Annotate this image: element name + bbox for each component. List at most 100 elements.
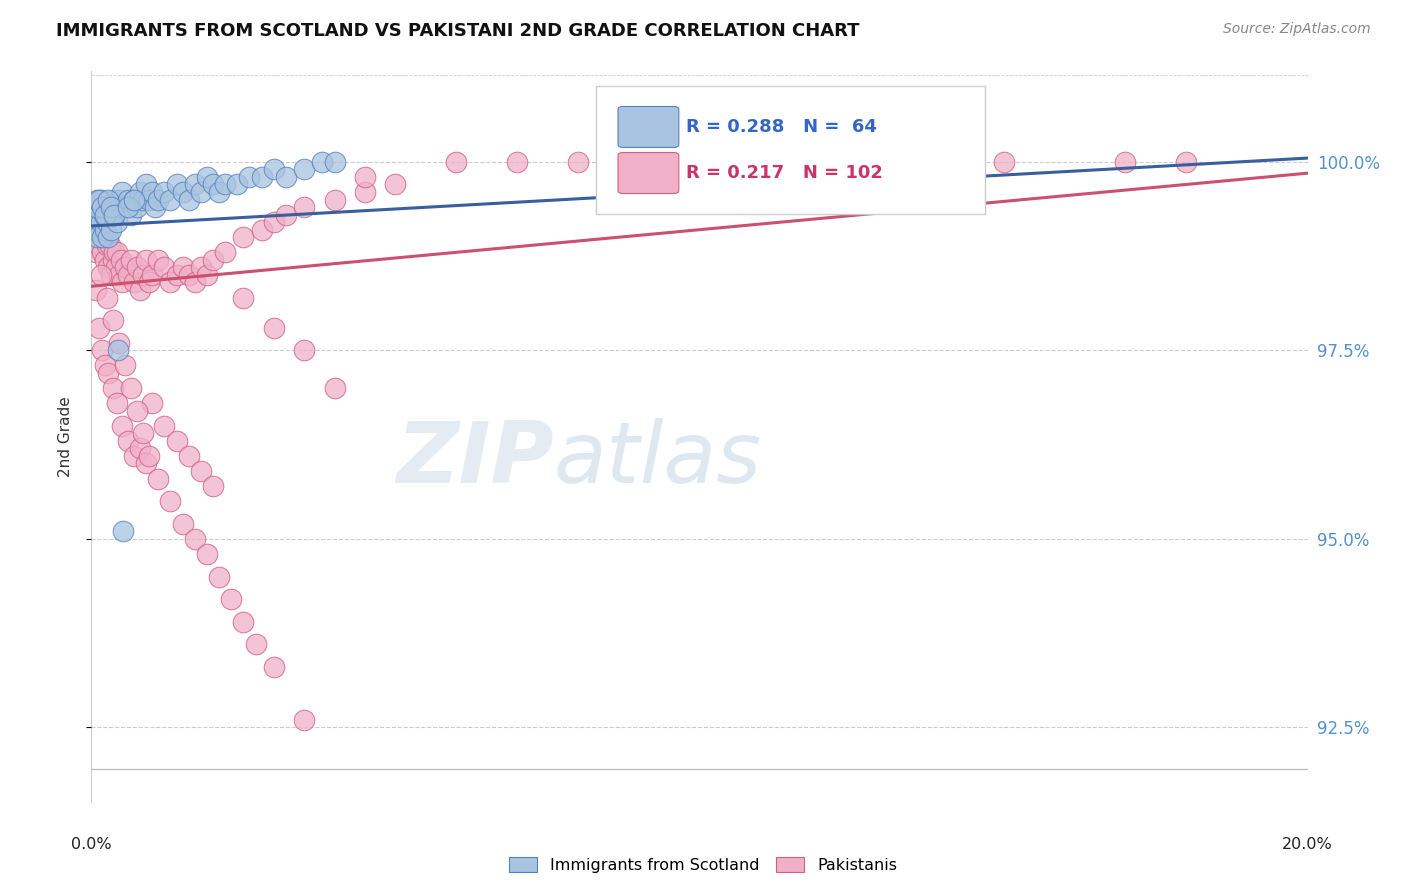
Point <box>177 193 200 207</box>
Point <box>93 208 115 222</box>
Point <box>87 237 110 252</box>
Point <box>107 193 129 207</box>
Point <box>245 637 267 651</box>
Point <box>274 169 297 184</box>
Point <box>103 245 125 260</box>
Point <box>105 396 128 410</box>
Point <box>1175 154 1198 169</box>
Point <box>89 215 111 229</box>
Point <box>141 185 163 199</box>
Point <box>1114 154 1136 169</box>
Point <box>138 449 160 463</box>
Point <box>101 208 124 222</box>
Point <box>100 223 122 237</box>
Point <box>114 200 136 214</box>
Point <box>87 320 110 334</box>
Point <box>125 260 148 275</box>
Point <box>153 185 176 199</box>
Point <box>190 464 212 478</box>
Point <box>153 418 176 433</box>
Point <box>250 223 273 237</box>
Point <box>86 223 108 237</box>
Point <box>98 200 121 214</box>
Point <box>86 208 108 222</box>
Point <box>354 169 377 184</box>
Point <box>101 381 124 395</box>
Point <box>111 418 134 433</box>
Text: R = 0.217   N = 102: R = 0.217 N = 102 <box>686 164 883 182</box>
Point <box>105 215 128 229</box>
Point <box>87 200 110 214</box>
Point <box>86 193 108 207</box>
FancyBboxPatch shape <box>619 153 679 194</box>
Point <box>101 252 124 267</box>
Point <box>132 268 155 282</box>
Point <box>125 200 148 214</box>
Point <box>250 169 273 184</box>
Point <box>159 494 181 508</box>
Point <box>323 193 346 207</box>
Point <box>166 434 188 448</box>
Point <box>83 215 105 229</box>
Point <box>195 268 218 282</box>
Point <box>114 359 136 373</box>
Point <box>444 154 467 169</box>
Point <box>195 169 218 184</box>
Point <box>993 154 1015 169</box>
Point <box>135 252 157 267</box>
Point <box>117 434 139 448</box>
Point <box>105 245 128 260</box>
Point <box>104 200 127 214</box>
Point <box>177 449 200 463</box>
Point <box>100 268 122 282</box>
Point <box>567 154 589 169</box>
Point <box>208 569 231 583</box>
Point <box>122 193 145 207</box>
Point <box>148 471 170 485</box>
Text: R = 0.288   N =  64: R = 0.288 N = 64 <box>686 118 877 136</box>
Point <box>110 200 132 214</box>
Point <box>96 215 118 229</box>
Point <box>89 193 111 207</box>
Point <box>94 208 117 222</box>
Point <box>177 268 200 282</box>
Point <box>120 381 142 395</box>
Point <box>292 162 315 177</box>
Text: ZIP: ZIP <box>396 417 554 500</box>
Point <box>111 185 134 199</box>
Point <box>91 230 114 244</box>
Point <box>292 713 315 727</box>
Point <box>292 200 315 214</box>
Point <box>94 252 117 267</box>
Point <box>159 276 181 290</box>
Point <box>159 193 181 207</box>
Point <box>202 252 225 267</box>
Point <box>132 193 155 207</box>
Point <box>89 215 111 229</box>
Point <box>810 154 832 169</box>
Point <box>103 208 125 222</box>
Point <box>931 154 953 169</box>
Point <box>195 547 218 561</box>
Point <box>148 193 170 207</box>
Point <box>84 283 107 297</box>
Point <box>190 185 212 199</box>
Point <box>263 660 285 674</box>
Text: 20.0%: 20.0% <box>1282 837 1333 852</box>
Point <box>84 200 107 214</box>
Point <box>86 230 108 244</box>
Point <box>506 154 529 169</box>
Point <box>84 223 107 237</box>
Point <box>120 208 142 222</box>
Point <box>202 178 225 192</box>
Point <box>184 178 207 192</box>
Point <box>135 178 157 192</box>
Point <box>354 185 377 199</box>
Point <box>263 215 285 229</box>
Point <box>83 215 105 229</box>
Point <box>214 245 236 260</box>
Point <box>132 426 155 441</box>
Point <box>138 276 160 290</box>
Point <box>96 237 118 252</box>
Point <box>166 268 188 282</box>
